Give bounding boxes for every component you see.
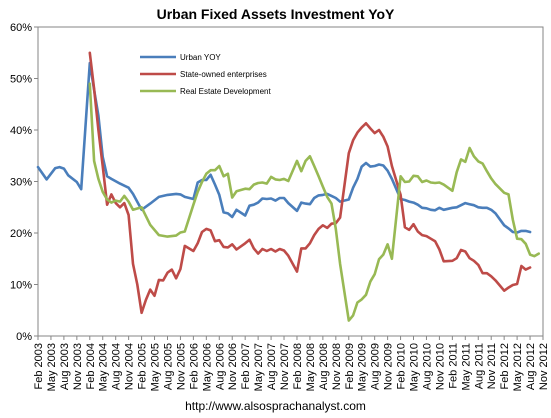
x-tick-label: Feb 2007 — [240, 343, 252, 389]
x-tick-label: Aug 2011 — [473, 343, 485, 389]
x-tick-label: May 2009 — [357, 343, 369, 391]
x-tick-label: Feb 2010 — [396, 343, 408, 389]
x-tick-label: Nov 2007 — [279, 343, 291, 390]
x-tick-label: Nov 2010 — [434, 343, 446, 390]
x-tick-label: May 2012 — [512, 343, 524, 391]
x-tick-label: Aug 2003 — [59, 343, 71, 390]
x-tick-label: May 2004 — [98, 343, 110, 391]
x-tick-label: May 2010 — [409, 343, 421, 391]
chart-title: Urban Fixed Assets Investment YoY — [156, 6, 395, 22]
series-line-2 — [88, 51, 532, 315]
x-tick-label: May 2005 — [150, 343, 162, 391]
x-tick-label: Aug 2006 — [214, 343, 226, 390]
x-tick-label: Nov 2004 — [124, 343, 136, 390]
legend-label-2: State-owned enterprises — [180, 70, 267, 79]
series-line-1 — [36, 61, 532, 234]
x-tick-label: May 2006 — [201, 343, 213, 391]
y-tick-label: 50% — [10, 74, 32, 86]
y-tick-label: 20% — [10, 228, 32, 240]
y-tick-label: 30% — [10, 177, 32, 189]
x-tick-label: Nov 2012 — [538, 343, 550, 390]
series-line-3 — [88, 82, 540, 322]
x-tick-label: Aug 2004 — [111, 343, 123, 390]
legend-label-3: Real Estate Development — [180, 87, 271, 96]
x-tick-label: Feb 2005 — [137, 343, 149, 389]
source-url: http://www.alsosprachanalyst.com — [185, 399, 366, 413]
x-tick-label: Feb 2011 — [447, 343, 459, 389]
x-tick-label: Feb 2006 — [188, 343, 200, 389]
y-tick-label: 40% — [10, 125, 32, 137]
y-tick-label: 0% — [16, 331, 32, 343]
x-tick-label: Aug 2009 — [370, 343, 382, 390]
y-tick-label: 60% — [10, 22, 32, 34]
x-tick-label: Feb 2008 — [292, 343, 304, 389]
x-tick-label: Feb 2004 — [85, 343, 97, 389]
x-tick-label: May 2003 — [46, 343, 58, 391]
x-tick-label: Aug 2010 — [421, 343, 433, 390]
x-tick-label: Nov 2011 — [486, 343, 498, 389]
x-tick-label: Nov 2005 — [175, 343, 187, 390]
x-tick-label: Feb 2003 — [33, 343, 45, 389]
y-tick-label: 10% — [10, 280, 32, 292]
x-tick-label: Aug 2008 — [318, 343, 330, 390]
x-tick-label: May 2007 — [253, 343, 265, 391]
x-tick-label: Nov 2009 — [383, 343, 395, 390]
x-tick-label: May 2008 — [305, 343, 317, 391]
x-tick-label: May 2011 — [460, 343, 472, 391]
legend-label-1: Urban YOY — [180, 53, 221, 62]
x-tick-label: Nov 2008 — [331, 343, 343, 390]
x-tick-label: Aug 2005 — [162, 343, 174, 390]
x-tick-label: Feb 2012 — [499, 343, 511, 389]
x-tick-label: Nov 2006 — [227, 343, 239, 390]
x-tick-label: Aug 2007 — [266, 343, 278, 390]
x-tick-label: Nov 2003 — [72, 343, 84, 390]
x-tick-label: Aug 2012 — [525, 343, 537, 390]
x-tick-label: Feb 2009 — [344, 343, 356, 389]
